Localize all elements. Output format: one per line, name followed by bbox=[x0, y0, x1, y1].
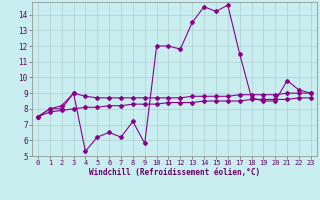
X-axis label: Windchill (Refroidissement éolien,°C): Windchill (Refroidissement éolien,°C) bbox=[89, 168, 260, 177]
